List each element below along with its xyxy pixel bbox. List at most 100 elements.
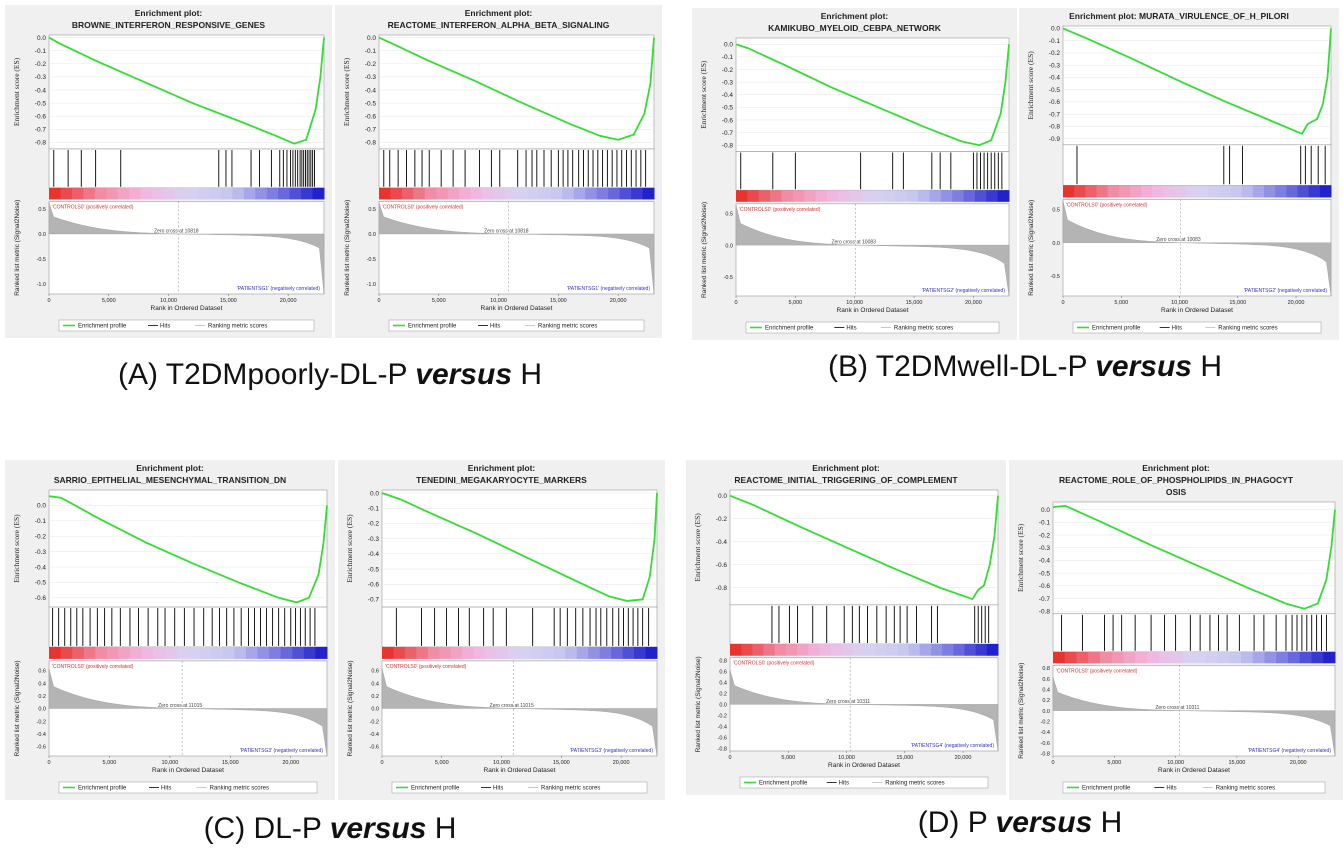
color-bar-segment [1152, 185, 1164, 198]
color-bar-segment [611, 646, 624, 659]
color-bar-segment [1323, 651, 1336, 664]
es-tick-label: -0.7 [1039, 596, 1051, 603]
enrichment-profile-line [1062, 27, 1332, 135]
es-y-axis: 0.0 -0.1 -0.2 -0.3 -0.4 -0.5 -0.6 -0.7 [368, 490, 657, 604]
metric-tick-label: 0.5 [1052, 208, 1060, 214]
color-bar-segment [1111, 651, 1124, 664]
metric-axis-title: Ranked list metric (Signal2Noise) [1018, 663, 1025, 759]
color-bar-segment [516, 187, 529, 200]
color-bar-segment [245, 646, 258, 659]
es-axis-title: Enrichment score (ES) [342, 57, 351, 126]
positive-correlated-label: 'CONTROLS0' (positively correlated) [382, 204, 464, 210]
es-tick-label: -0.1 [1049, 38, 1061, 45]
metric-axis-title: Ranked list metric (Signal2Noise) [344, 200, 351, 296]
positive-correlated-label: 'CONTROLS0' (positively correlated) [52, 204, 134, 210]
color-bar-segment [1064, 651, 1077, 664]
color-bar-segment [763, 643, 776, 656]
hits-area [729, 604, 999, 645]
caption-c: (C) DL-P versus H [150, 812, 510, 846]
color-bar-segment [141, 646, 154, 659]
color-bar-segment [819, 643, 831, 656]
color-bar-segment [963, 190, 976, 202]
plot-title-line1: Enrichment plot: [465, 8, 533, 18]
x-tick-label: 15,000 [550, 298, 567, 304]
metric-tick-label: 0.8 [719, 659, 727, 665]
metric-tick-label: -0.2 [718, 714, 727, 720]
color-bar-segment [585, 187, 598, 200]
es-tick-label: -0.1 [365, 48, 377, 55]
hits-group [53, 149, 315, 187]
metric-axis-title: Ranked list metric (Signal2Noise) [695, 656, 702, 752]
color-bar-segment [312, 187, 325, 200]
color-bar-segment [413, 187, 426, 200]
es-tick-label: -0.5 [35, 100, 47, 107]
enrichment-profile-line [735, 43, 1010, 147]
color-bar-segment [906, 190, 919, 202]
negative-correlated-label: 'PATIENTSG4' (negatively correlated) [911, 743, 994, 749]
metric-tick-label: 0.0 [371, 707, 379, 713]
plot-title-line2: TENEDINI_MEGAKARYOCYTE_MARKERS [416, 475, 587, 485]
color-bar-segment [1158, 651, 1171, 664]
color-bar-segment [781, 190, 794, 202]
metric-tick-label: -0.6 [1041, 741, 1050, 747]
plot-title-line1: Enrichment plot: [812, 463, 880, 473]
color-bar-segment [883, 190, 896, 202]
metric-tick-label: -0.2 [370, 719, 379, 725]
x-axis-title: Rank in Ordered Dataset [837, 307, 909, 314]
enrichment-profile-line [1052, 504, 1336, 610]
plot-panel-a1: Enrichment plot: BROWNE_INTERFERON_RESPON… [5, 5, 332, 338]
caption-a-prefix: (A) T2DMpoorly-DL-P [117, 358, 416, 391]
color-bar-segment [222, 646, 235, 659]
legend: Enrichment profile Hits Ranking metric sco… [388, 319, 645, 332]
legend-metric-label: Ranking metric scores [1218, 326, 1277, 332]
color-bar-segment [1096, 185, 1109, 198]
es-tick-label: 0.0 [718, 493, 727, 500]
metric-tick-label: -0.2 [1041, 720, 1050, 726]
color-bar-segment [861, 190, 873, 202]
es-tick-label: -0.5 [35, 580, 47, 587]
color-bar-segment [785, 643, 798, 656]
es-tick-label: -0.4 [1039, 558, 1051, 565]
x-tick-label: 0 [728, 755, 731, 761]
color-bar-segment [1229, 651, 1242, 664]
color-bar-segment [1174, 185, 1187, 198]
color-bar-segment [482, 187, 495, 200]
color-bar-segment [427, 646, 440, 659]
ranking-color-bar [736, 190, 1010, 202]
hits-group [1061, 614, 1327, 651]
color-bar-segment [1299, 651, 1312, 664]
color-bar-segment [975, 643, 988, 656]
x-tick-label: 10,000 [160, 298, 177, 304]
caption-c-prefix: (C) DL-P [203, 812, 330, 845]
color-bar-segment [1076, 651, 1089, 664]
color-bar-segment [792, 190, 805, 202]
color-bar-segment [1230, 185, 1243, 198]
color-bar-segment [758, 190, 771, 202]
es-tick-label: -0.2 [368, 521, 380, 528]
metric-tick-label: -0.5 [37, 257, 46, 263]
color-bar-segment [255, 187, 268, 200]
es-y-axis: 0.0 -0.1 -0.2 -0.3 -0.4 -0.5 -0.6 -0.7 -0.8 [722, 42, 1009, 150]
es-axis-title: Enrichment score (ES) [1016, 523, 1025, 592]
es-y-axis: 0.0 -0.2 -0.4 -0.6 -0.8 [716, 493, 998, 592]
color-bar-segment [808, 643, 820, 656]
color-bar-segment [1205, 651, 1218, 664]
es-tick-label: -0.2 [1049, 50, 1061, 57]
legend-profile-label: Enrichment profile [411, 786, 460, 792]
color-bar-segment [752, 643, 764, 656]
plot-panel-b1: Enrichment plot: KAMIKUBO_MYELOID_CEBPA_N… [692, 8, 1017, 340]
metric-tick-label: 0.2 [1042, 698, 1050, 704]
metric-tick-label: 0.2 [371, 694, 379, 700]
color-bar-segment [1286, 185, 1298, 198]
x-tick-label: 15,000 [896, 755, 913, 761]
es-tick-label: -0.6 [35, 595, 47, 602]
color-bar-segment [1319, 185, 1332, 198]
color-bar-segment [404, 646, 417, 659]
color-bar-segment [747, 190, 760, 202]
metric-tick-label: -0.5 [724, 275, 733, 281]
caption-d-italic: versus [995, 806, 1093, 839]
x-tick-label: 0 [380, 760, 383, 766]
legend-hits-label: Hits [493, 786, 503, 792]
gsea-plot-svg: Enrichment plot: REACTOME_INTERFERON_ALPH… [335, 5, 662, 338]
color-bar-segment [1288, 651, 1301, 664]
